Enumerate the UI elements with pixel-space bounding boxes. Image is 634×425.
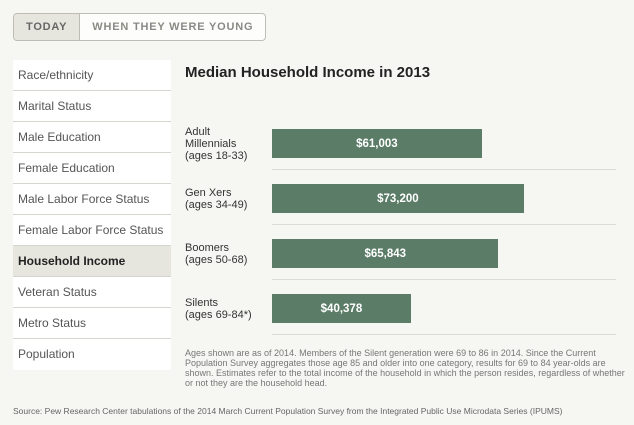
- bar-value-label: $61,003: [356, 137, 398, 150]
- bar: $61,003: [272, 129, 482, 158]
- category-label-line: (ages 50-68): [185, 253, 248, 266]
- tab-today[interactable]: TODAY: [14, 14, 81, 40]
- row-separator: [272, 279, 616, 280]
- bar-value-label: $40,378: [320, 302, 363, 315]
- sidebar-item-female-education[interactable]: Female Education: [13, 153, 171, 184]
- chart-row: Silents (ages 69-84*) $40,378: [185, 281, 616, 343]
- tab-when-they-were-young[interactable]: WHEN THEY WERE YOUNG: [92, 21, 254, 33]
- category-label-line: Millennials: [185, 137, 237, 150]
- category-label-line: Boomers: [185, 241, 230, 254]
- category-label-line: (ages 18-33): [185, 149, 248, 162]
- chart-row: Boomers (ages 50-68) $65,843: [185, 226, 616, 288]
- bar-value-label: $73,200: [377, 192, 419, 205]
- sidebar: Race/ethnicity Marital Status Male Educa…: [13, 60, 171, 370]
- row-separator: [272, 334, 616, 335]
- sidebar-item-race-ethnicity[interactable]: Race/ethnicity: [13, 60, 171, 91]
- row-separator: [272, 169, 616, 170]
- chart-row: Adult Millennials (ages 18-33) $61,003: [185, 116, 616, 178]
- bar-value-label: $65,843: [364, 247, 407, 260]
- chart-note: Ages shown are as of 2014. Members of th…: [185, 348, 625, 388]
- category-label-line: Gen Xers: [185, 186, 232, 199]
- category-label-line: Silents: [185, 296, 219, 309]
- sidebar-item-female-labor-force-status[interactable]: Female Labor Force Status: [13, 215, 171, 246]
- sidebar-item-marital-status[interactable]: Marital Status: [13, 91, 171, 122]
- sidebar-item-male-education[interactable]: Male Education: [13, 122, 171, 153]
- sidebar-item-metro-status[interactable]: Metro Status: [13, 308, 171, 339]
- bar: $40,378: [272, 294, 411, 323]
- category-label: Gen Xers (ages 34-49): [185, 187, 271, 211]
- sidebar-item-veteran-status[interactable]: Veteran Status: [13, 277, 171, 308]
- category-label: Boomers (ages 50-68): [185, 242, 271, 266]
- sidebar-item-household-income[interactable]: Household Income: [13, 246, 171, 277]
- source-note: Source: Pew Research Center tabulations …: [13, 406, 563, 416]
- category-label-line: (ages 69-84*): [185, 308, 252, 321]
- row-separator: [272, 224, 616, 225]
- category-label-line: Adult: [185, 125, 211, 138]
- sidebar-item-population[interactable]: Population: [18, 347, 75, 361]
- bar: $65,843: [272, 239, 499, 268]
- sidebar-item-male-labor-force-status[interactable]: Male Labor Force Status: [13, 184, 171, 215]
- chart-row: Gen Xers (ages 34-49) $73,200: [185, 171, 616, 233]
- view-tabs: TODAY WHEN THEY WERE YOUNG: [13, 13, 267, 41]
- bar: $73,200: [272, 184, 524, 213]
- category-label: Adult Millennials (ages 18-33): [185, 126, 271, 162]
- category-label: Silents (ages 69-84*): [185, 297, 271, 321]
- category-label-line: (ages 34-49): [185, 198, 248, 211]
- chart-title: Median Household Income in 2013: [185, 64, 431, 81]
